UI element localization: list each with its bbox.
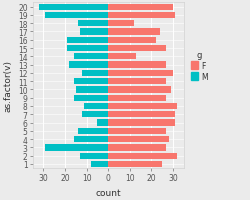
Bar <box>108 128 166 134</box>
Bar <box>73 136 108 143</box>
Bar <box>78 21 108 27</box>
Bar <box>108 13 174 19</box>
Bar <box>73 79 108 85</box>
Bar <box>108 29 159 35</box>
Bar <box>108 4 172 11</box>
Bar <box>78 128 108 134</box>
Bar <box>108 161 162 167</box>
Y-axis label: as.factor(v): as.factor(v) <box>4 60 13 112</box>
Bar <box>84 103 108 110</box>
Bar <box>108 120 174 126</box>
Bar <box>108 21 134 27</box>
Bar <box>108 37 155 44</box>
Bar <box>108 153 176 159</box>
Bar <box>108 70 172 77</box>
Bar <box>108 103 176 110</box>
Bar <box>82 112 108 118</box>
Bar <box>67 37 108 44</box>
Bar <box>82 70 108 77</box>
Bar <box>108 46 166 52</box>
X-axis label: count: count <box>95 188 120 197</box>
Bar <box>45 145 108 151</box>
Bar <box>108 95 166 101</box>
Bar <box>108 62 166 68</box>
Bar <box>108 145 166 151</box>
Bar <box>90 161 108 167</box>
Bar <box>108 87 170 93</box>
Bar <box>108 79 166 85</box>
Bar <box>108 112 174 118</box>
Bar <box>67 46 108 52</box>
Bar <box>45 13 108 19</box>
Legend: F, M: F, M <box>188 49 208 83</box>
Bar <box>73 54 108 60</box>
Bar <box>108 136 168 143</box>
Bar <box>76 87 108 93</box>
Bar <box>73 95 108 101</box>
Bar <box>80 29 108 35</box>
Bar <box>108 54 136 60</box>
Bar <box>97 120 108 126</box>
Bar <box>39 4 108 11</box>
Bar <box>80 153 108 159</box>
Bar <box>69 62 108 68</box>
